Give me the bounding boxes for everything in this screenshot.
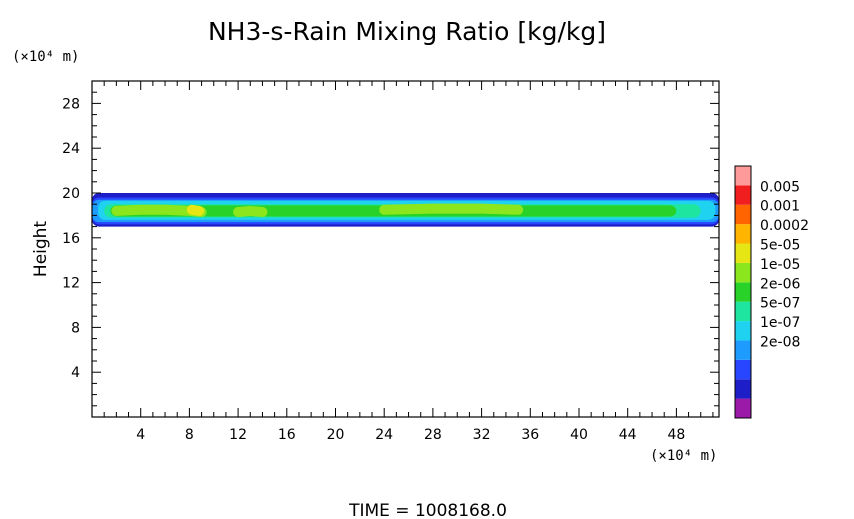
x-tick-label: 28: [424, 427, 442, 443]
time-label: TIME = 1008168.0: [348, 501, 507, 519]
plot-frame: [91, 80, 720, 418]
y-tick-labels: 4 8 12 16 20 24 28: [62, 96, 80, 381]
x-tick-label: 16: [278, 427, 296, 443]
colorbar-label: 0.001: [760, 199, 800, 215]
y-tick-label: 16: [62, 231, 80, 247]
colorbar-label: 2e-06: [760, 276, 800, 292]
colorbar-label: 5e-05: [760, 238, 800, 254]
colorbar-swatch: [735, 398, 751, 418]
x-tick-label: 24: [375, 427, 393, 443]
y-tick-label: 4: [71, 365, 80, 381]
colorbar-swatch: [735, 185, 751, 205]
x-unit-label: (×10⁴ m): [650, 448, 717, 464]
y-tick-label: 20: [62, 186, 80, 202]
y-tick-label: 12: [62, 276, 80, 292]
core-2: [379, 203, 524, 215]
x-tick-label: 4: [136, 427, 145, 443]
x-tick-label: 48: [667, 427, 685, 443]
colorbar-swatch: [735, 243, 751, 263]
x-tick-labels: 4 8 12 16 20 24 28 32 36 40 44 48: [136, 427, 685, 443]
colorbar-label: 0.0002: [760, 218, 809, 234]
x-tick-label: 44: [619, 427, 637, 443]
colorbar: 0.005 0.001 0.0002 5e-05 1e-05 2e-06 5e-07 1e-0…: [734, 165, 809, 419]
y-unit-label: (×10⁴ m): [12, 49, 79, 65]
core-1: [233, 205, 268, 218]
colorbar-frame: [734, 165, 752, 419]
colorbar-label: 1e-05: [760, 257, 800, 273]
colorbar-swatch: [735, 282, 751, 302]
colorbar-swatch: [735, 166, 751, 186]
colorbar-swatch: [735, 321, 751, 341]
colorbar-label: 5e-07: [760, 296, 800, 312]
x-tick-label: 8: [185, 427, 194, 443]
colorbar-swatch: [735, 262, 751, 283]
axis-ticks: [92, 81, 719, 417]
y-axis-label: Height: [31, 221, 51, 278]
y-tick-label: 24: [62, 141, 80, 157]
colorbar-swatch: [735, 340, 751, 360]
x-tick-label: 36: [521, 427, 539, 443]
colorbar-swatch: [735, 204, 751, 225]
chart-title: NH3-s-Rain Mixing Ratio [kg/kg]: [208, 17, 606, 46]
colorbar-label: 1e-07: [760, 315, 800, 331]
x-tick-label: 20: [327, 427, 345, 443]
colorbar-swatch: [735, 359, 751, 380]
y-tick-label: 8: [71, 320, 80, 336]
colorbar-swatch: [735, 301, 751, 322]
x-tick-label: 40: [570, 427, 588, 443]
y-tick-label: 28: [62, 96, 80, 112]
x-tick-label: 32: [473, 427, 491, 443]
colorbar-swatch: [735, 379, 751, 399]
colorbar-label: 2e-08: [760, 334, 800, 350]
colorbar-swatch: [735, 224, 751, 244]
core-3: [186, 204, 205, 216]
data-layer: [92, 193, 719, 227]
colorbar-label: 0.005: [760, 179, 800, 195]
x-tick-label: 12: [229, 427, 247, 443]
